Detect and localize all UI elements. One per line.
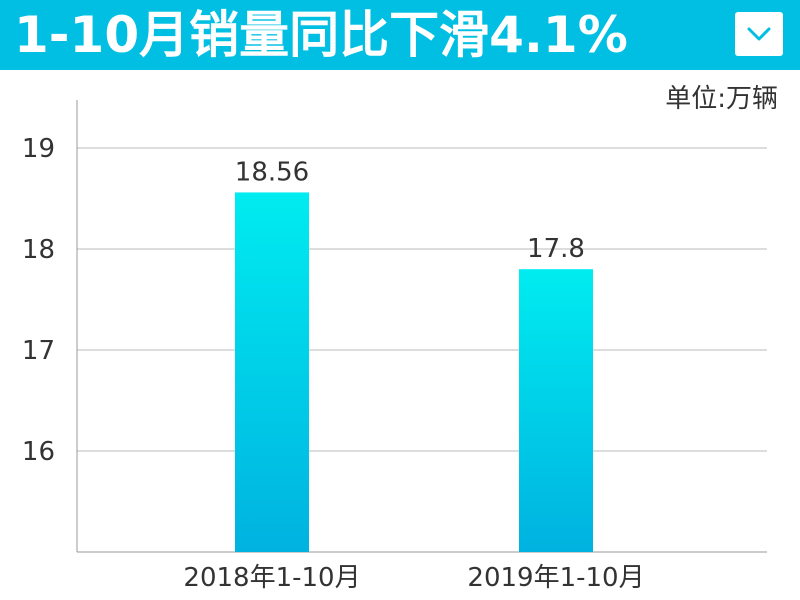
data-label: 17.8 [527, 234, 585, 264]
page-title: 1-10月销量同比下滑4.1% [14, 6, 628, 64]
header-bar: 1-10月销量同比下滑4.1% [0, 0, 800, 70]
y-tick-label: 18 [22, 235, 55, 265]
x-tick-label: 2018年1-10月 [183, 563, 360, 593]
bars [235, 192, 593, 552]
axes [76, 100, 767, 553]
gridlines [77, 147, 767, 452]
bar-2 [519, 269, 593, 552]
y-tick-label: 19 [22, 134, 55, 164]
data-label: 18.56 [235, 157, 309, 187]
y-tick-label: 16 [22, 437, 55, 467]
x-tick-label: 2019年1-10月 [467, 563, 644, 593]
unit-label: 单位:万辆 [665, 84, 778, 114]
labels: 16 17 18 19 18.56 2018年1-10月 17.8 2019年1-10月 [22, 134, 645, 593]
bar-1 [235, 192, 309, 552]
y-tick-label: 17 [22, 336, 55, 366]
chevron-down-icon [747, 27, 771, 41]
dropdown-button[interactable] [735, 12, 783, 56]
